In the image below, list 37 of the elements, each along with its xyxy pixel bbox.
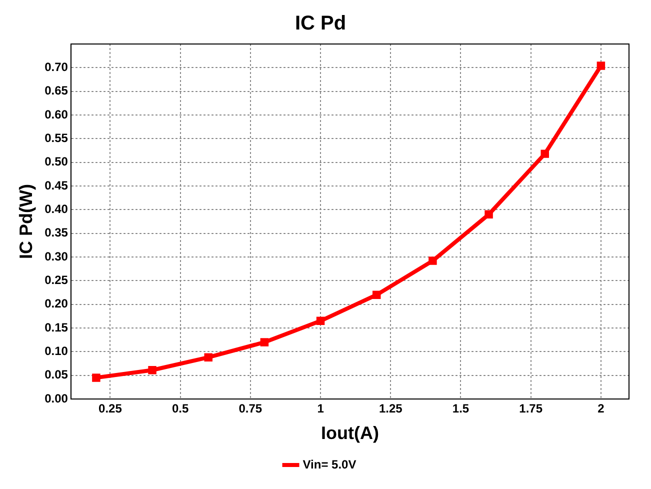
y-tick-label: 0.45 — [44, 178, 68, 192]
y-tick-label: 0.20 — [44, 296, 68, 311]
point — [204, 353, 212, 362]
x-tick-label: 0.5 — [172, 402, 189, 416]
x-tick-label: 0.75 — [238, 402, 262, 416]
y-tick-label: 0.25 — [44, 272, 68, 287]
x-tick-label: 1.75 — [519, 402, 543, 416]
y-tick-label: 0.35 — [44, 226, 68, 240]
y-axis-title: IC Pd(W) — [16, 184, 36, 259]
y-tick-label: 0.30 — [44, 249, 68, 264]
y-tick-label: 0.00 — [44, 391, 68, 406]
x-tick-label: 2 — [598, 402, 605, 416]
x-tick-label: 1.25 — [378, 402, 403, 416]
point — [316, 316, 325, 326]
point — [148, 366, 156, 374]
y-tick-label: 0.60 — [44, 107, 68, 122]
y-tick-label: 0.40 — [44, 202, 68, 216]
point — [596, 62, 606, 70]
x-tick-label: 0.25 — [98, 402, 122, 416]
y-tick-label: 0.70 — [44, 60, 68, 74]
point — [92, 374, 100, 382]
chart-title: IC Pd — [294, 12, 346, 35]
x-tick-label: 1.5 — [452, 402, 470, 416]
point — [540, 150, 549, 158]
y-tick-label: 0.50 — [44, 154, 68, 169]
y-tick-label: 0.05 — [44, 368, 68, 382]
x-tick-label: 1 — [317, 402, 324, 416]
point — [484, 210, 493, 219]
y-tick-label: 0.65 — [44, 84, 68, 98]
y-tick-label: 0.15 — [44, 320, 68, 334]
point — [372, 290, 381, 299]
legend-label: Vin= 5.0V — [302, 457, 356, 472]
x-axis-title: Iout(A) — [320, 423, 379, 444]
y-tick-label: 0.10 — [44, 344, 68, 358]
point — [260, 338, 269, 346]
y-tick-label: 0.55 — [44, 130, 68, 145]
point — [428, 256, 437, 265]
